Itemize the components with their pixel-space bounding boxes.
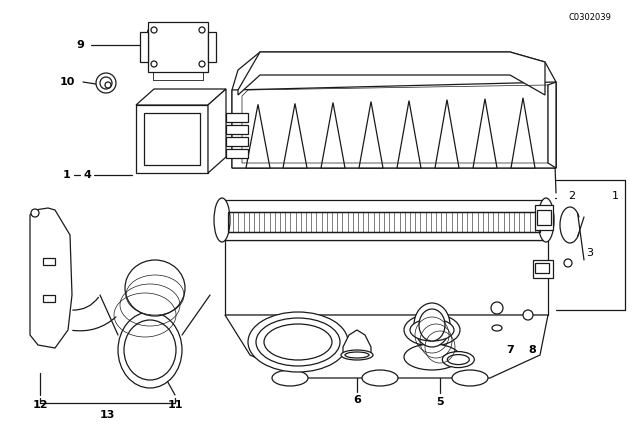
Ellipse shape <box>447 354 469 365</box>
Polygon shape <box>343 330 371 355</box>
Bar <box>140 32 148 62</box>
Ellipse shape <box>272 370 308 386</box>
Ellipse shape <box>125 260 185 316</box>
Polygon shape <box>397 101 421 168</box>
Text: 8: 8 <box>528 345 536 355</box>
Text: 12: 12 <box>32 400 48 410</box>
Ellipse shape <box>199 61 205 67</box>
Polygon shape <box>226 125 248 134</box>
Ellipse shape <box>523 310 533 320</box>
Ellipse shape <box>124 320 176 380</box>
Polygon shape <box>321 103 345 168</box>
Ellipse shape <box>96 73 116 93</box>
Polygon shape <box>548 82 556 168</box>
Text: 7: 7 <box>506 345 514 355</box>
Ellipse shape <box>414 303 450 347</box>
Bar <box>148 22 208 72</box>
Ellipse shape <box>118 312 182 388</box>
Polygon shape <box>208 89 226 173</box>
Polygon shape <box>232 52 556 168</box>
Polygon shape <box>136 89 226 105</box>
Text: 6: 6 <box>353 395 361 405</box>
Ellipse shape <box>214 198 230 242</box>
Ellipse shape <box>100 77 112 89</box>
Text: 3: 3 <box>586 248 593 258</box>
Polygon shape <box>511 98 535 168</box>
Text: 9: 9 <box>76 40 84 50</box>
Polygon shape <box>359 102 383 168</box>
Ellipse shape <box>442 352 474 367</box>
Ellipse shape <box>564 259 572 267</box>
Ellipse shape <box>264 324 332 360</box>
Text: 1: 1 <box>63 170 71 180</box>
Polygon shape <box>283 103 307 168</box>
Ellipse shape <box>248 312 348 372</box>
Ellipse shape <box>538 198 554 242</box>
Polygon shape <box>435 100 459 168</box>
Polygon shape <box>136 105 208 173</box>
Ellipse shape <box>492 325 502 331</box>
Ellipse shape <box>341 350 373 360</box>
Bar <box>535 205 553 230</box>
Bar <box>535 263 549 273</box>
Text: 10: 10 <box>60 77 75 87</box>
Polygon shape <box>246 104 270 168</box>
Bar <box>43 258 55 265</box>
Polygon shape <box>232 82 556 168</box>
Polygon shape <box>226 137 248 146</box>
Ellipse shape <box>345 352 369 358</box>
Polygon shape <box>30 208 72 348</box>
Ellipse shape <box>362 370 398 386</box>
Polygon shape <box>473 99 497 168</box>
Ellipse shape <box>452 370 488 386</box>
Polygon shape <box>144 113 200 165</box>
Ellipse shape <box>199 27 205 33</box>
Text: 1: 1 <box>611 191 618 201</box>
Text: 13: 13 <box>99 410 115 420</box>
Ellipse shape <box>151 61 157 67</box>
Polygon shape <box>220 232 548 240</box>
Text: 11: 11 <box>167 400 183 410</box>
Text: 2: 2 <box>568 191 575 201</box>
Polygon shape <box>225 315 548 378</box>
Ellipse shape <box>105 82 111 88</box>
Polygon shape <box>225 240 548 315</box>
Ellipse shape <box>151 27 157 33</box>
Ellipse shape <box>404 344 460 370</box>
Bar <box>208 32 216 62</box>
Ellipse shape <box>404 314 460 346</box>
Ellipse shape <box>31 209 39 217</box>
Bar <box>533 260 553 278</box>
Bar <box>537 210 551 225</box>
Text: C0302039: C0302039 <box>568 13 611 22</box>
Ellipse shape <box>419 309 445 341</box>
Text: 4: 4 <box>83 170 91 180</box>
Ellipse shape <box>256 318 340 366</box>
Polygon shape <box>226 149 248 158</box>
Bar <box>43 295 55 302</box>
Ellipse shape <box>491 302 503 314</box>
Polygon shape <box>226 113 248 122</box>
Text: 5: 5 <box>436 397 444 407</box>
Polygon shape <box>238 52 545 95</box>
Ellipse shape <box>410 319 454 341</box>
Polygon shape <box>220 200 548 212</box>
